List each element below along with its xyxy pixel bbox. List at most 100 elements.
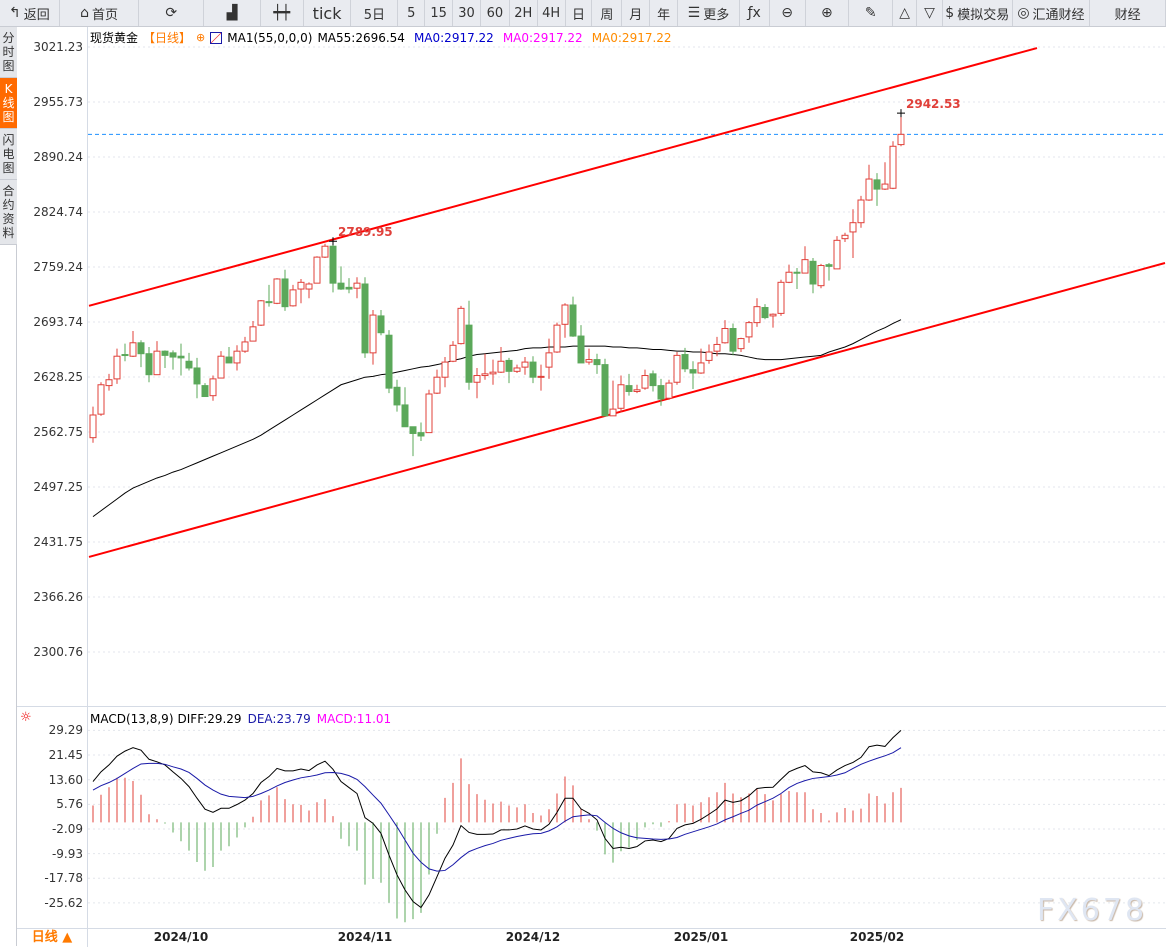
back-label: 返回 — [23, 7, 50, 23]
panel-divider — [17, 706, 1166, 707]
candle-button[interactable]: ┿┿ — [261, 0, 304, 26]
tab-3[interactable]: 合约资料 — [0, 180, 17, 245]
30-button[interactable]: 30 — [453, 0, 481, 26]
x-tick-label: 2025/02 — [849, 930, 905, 944]
y-tick-label: 2366.26 — [33, 589, 83, 604]
candle-down — [825, 264, 833, 267]
candle-up — [433, 376, 441, 394]
candle-down — [681, 354, 689, 370]
zoom-out-button[interactable]: ⊖ — [770, 0, 806, 26]
candle-down — [465, 324, 473, 383]
fx-button[interactable]: ƒx — [740, 0, 770, 26]
candle-up — [545, 352, 553, 368]
candle-up — [617, 384, 625, 409]
tab-1[interactable]: K线图 — [0, 78, 17, 129]
candle-up — [609, 408, 617, 417]
year-label: 年 — [657, 7, 671, 23]
candle-down — [625, 385, 633, 392]
5d-label: 5日 — [363, 7, 385, 23]
candle-up — [705, 351, 713, 361]
candle-down — [577, 335, 585, 364]
news-button[interactable]: 财经 — [1090, 0, 1166, 26]
high-marker — [329, 237, 337, 246]
back-button[interactable]: ↰ 返回 — [0, 0, 60, 26]
candle-down — [193, 367, 201, 385]
diff-line — [92, 730, 902, 909]
5-button[interactable]: 5 — [398, 0, 426, 26]
tab-2[interactable]: 闪电图 — [0, 129, 17, 180]
4h-button[interactable]: 4H — [538, 0, 566, 26]
bar-chart-icon: ▟ — [226, 5, 238, 21]
y-tick-label: 2955.73 — [33, 95, 83, 109]
x-tick-label: 2024/11 — [337, 930, 393, 944]
candle-up — [897, 133, 905, 146]
pencil-icon: ✎ — [864, 5, 877, 21]
formula-icon: ƒx — [747, 5, 761, 21]
candle-down — [377, 315, 385, 334]
indicator-icon[interactable] — [210, 31, 223, 44]
candle-up — [353, 282, 361, 289]
back-arrow-icon: ↰ — [8, 5, 21, 21]
candle-up — [441, 361, 449, 378]
candle-up — [425, 393, 433, 434]
candle-up — [673, 354, 681, 383]
refresh-button[interactable]: ⟳ — [139, 0, 205, 26]
15-button[interactable]: 15 — [425, 0, 454, 26]
candle-up — [489, 371, 497, 375]
candle-up — [817, 265, 825, 287]
tab-0[interactable]: 分时图 — [0, 27, 17, 78]
crosshair-toggle-icon[interactable]: ⊕ — [196, 31, 206, 44]
sim-label: 模拟交易 — [957, 7, 1010, 23]
candle-up — [457, 307, 465, 345]
down-button[interactable]: ▽ — [917, 0, 943, 26]
candle-up — [241, 341, 249, 352]
x-tick-label: 2024/10 — [153, 930, 209, 944]
chart-type-button[interactable]: ▟ — [204, 0, 261, 26]
up-button[interactable]: △ — [893, 0, 918, 26]
candle-up — [321, 245, 329, 258]
period-selector-button[interactable]: 日线 ▲ — [17, 929, 88, 947]
candle-up — [849, 222, 857, 233]
tick-label: tick — [312, 3, 342, 23]
period-label[interactable]: 【日线】 — [143, 31, 192, 45]
60-button[interactable]: 60 — [481, 0, 510, 26]
year-button[interactable]: 年 — [650, 0, 679, 26]
ma55-line — [92, 319, 902, 518]
candle-up — [369, 314, 377, 354]
sim-button[interactable]: $ 模拟交易 — [943, 0, 1013, 26]
tick-button[interactable]: tick — [304, 0, 352, 26]
home-button[interactable]: ⌂ 首页 — [60, 0, 140, 26]
candle-up — [889, 145, 897, 189]
week-button[interactable]: 周 — [592, 0, 623, 26]
2h-button[interactable]: 2H — [510, 0, 538, 26]
candle-up — [857, 199, 865, 224]
candle-up — [217, 355, 225, 379]
draw-button[interactable]: ✎ — [849, 0, 894, 26]
month-button[interactable]: 月 — [622, 0, 651, 26]
fx678-button[interactable]: ◎ 汇通财经 — [1013, 0, 1091, 26]
candle-up — [881, 183, 889, 190]
candle-down — [145, 353, 153, 376]
5d-button[interactable]: 5日 — [351, 0, 399, 26]
y-tick-label: 2562.75 — [33, 424, 83, 439]
15-label: 15 — [430, 5, 447, 21]
high-price-label: 2942.53 — [906, 97, 961, 111]
candle-up — [585, 359, 593, 363]
macd-settings-icon[interactable]: ☼ — [20, 710, 32, 725]
candle-up — [553, 324, 561, 353]
candle-down — [281, 278, 289, 308]
candle-up — [801, 259, 809, 274]
day-button[interactable]: 日 — [566, 0, 593, 26]
candle-down — [657, 385, 665, 400]
fx678-logo-icon: ◎ — [1017, 5, 1030, 21]
high-marker — [897, 109, 905, 118]
candle-up — [473, 375, 481, 383]
candle-down — [593, 359, 601, 366]
zoom-in-button[interactable]: ⊕ — [806, 0, 850, 26]
more-button[interactable]: ☰ 更多 — [678, 0, 740, 26]
trend-channel-line — [88, 262, 1166, 558]
symbol-name: 现货黄金 — [90, 31, 139, 45]
candle-up — [97, 384, 105, 415]
y-axis-column: 3021.23 2955.73 2890.24 2824.74 2759.24 2693.… — [17, 27, 88, 928]
